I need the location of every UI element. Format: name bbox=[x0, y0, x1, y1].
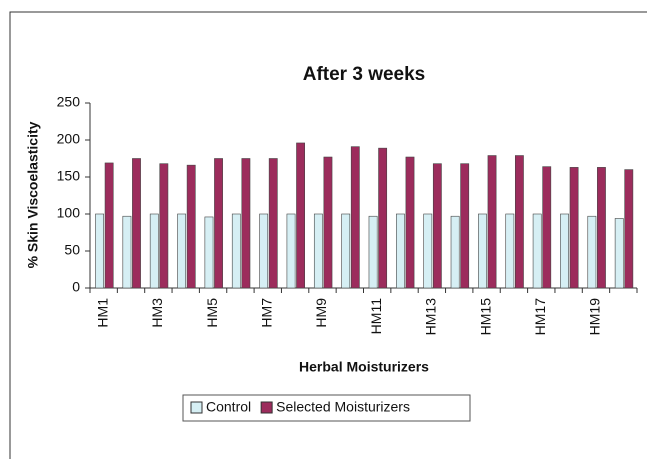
bar bbox=[505, 213, 515, 289]
bar bbox=[104, 162, 114, 289]
bar bbox=[587, 215, 597, 289]
bar bbox=[396, 213, 405, 289]
bar bbox=[423, 213, 433, 289]
y-tick-label: 50 bbox=[64, 242, 80, 258]
bar bbox=[296, 142, 305, 289]
legend-swatch bbox=[260, 401, 273, 414]
bar bbox=[614, 218, 624, 289]
bar bbox=[350, 146, 360, 289]
bar bbox=[560, 213, 569, 289]
x-tick-label: HM17 bbox=[532, 298, 548, 336]
bar bbox=[542, 166, 552, 289]
x-tick-label: HM7 bbox=[258, 298, 274, 328]
bar bbox=[624, 169, 634, 289]
bar bbox=[132, 158, 141, 289]
x-tick-label: HM19 bbox=[587, 298, 603, 336]
x-axis-label: Herbal Moisturizers bbox=[299, 359, 429, 375]
x-tick-label: HM5 bbox=[204, 298, 220, 328]
bar bbox=[323, 156, 333, 289]
bar bbox=[268, 158, 278, 289]
y-tick-label: 0 bbox=[72, 279, 80, 295]
frame bbox=[9, 11, 647, 459]
bar bbox=[231, 213, 241, 289]
bar bbox=[313, 213, 323, 289]
y-tick-label: 150 bbox=[57, 168, 81, 184]
bar bbox=[405, 156, 415, 289]
bar bbox=[286, 213, 296, 289]
bar bbox=[186, 164, 196, 289]
bar bbox=[532, 213, 542, 289]
bar bbox=[514, 155, 524, 289]
bar bbox=[204, 216, 214, 289]
y-tick-label: 250 bbox=[57, 94, 81, 110]
bar bbox=[432, 163, 442, 289]
chart-title: After 3 weeks bbox=[303, 64, 426, 85]
bar bbox=[450, 215, 460, 289]
bar bbox=[259, 213, 269, 289]
bar bbox=[487, 155, 497, 289]
x-tick-label: HM11 bbox=[368, 298, 384, 335]
bar bbox=[378, 147, 388, 289]
bar bbox=[95, 213, 104, 289]
bar bbox=[341, 213, 351, 289]
bar bbox=[569, 167, 579, 289]
bar bbox=[241, 158, 251, 289]
y-tick-label: 200 bbox=[57, 131, 81, 147]
bar bbox=[214, 158, 223, 289]
bar bbox=[368, 215, 378, 289]
bar bbox=[478, 213, 487, 289]
x-tick-label: HM15 bbox=[477, 298, 493, 336]
legend-swatch bbox=[190, 401, 203, 414]
legend-label: Control bbox=[206, 399, 251, 415]
x-tick-label: HM1 bbox=[94, 298, 110, 328]
bar bbox=[159, 163, 169, 289]
bar bbox=[177, 213, 187, 289]
bar bbox=[460, 163, 470, 289]
x-tick-label: HM13 bbox=[423, 298, 439, 336]
bar bbox=[149, 213, 159, 289]
bar bbox=[122, 215, 132, 289]
bar bbox=[597, 167, 606, 289]
y-axis-label: % Skin Viscoelasticity bbox=[25, 121, 41, 268]
legend-box bbox=[182, 394, 471, 422]
y-tick-label: 100 bbox=[57, 205, 81, 221]
x-tick-label: HM9 bbox=[313, 298, 329, 328]
x-tick-label: HM3 bbox=[149, 298, 165, 328]
legend-label: Selected Moisturizers bbox=[276, 399, 410, 415]
